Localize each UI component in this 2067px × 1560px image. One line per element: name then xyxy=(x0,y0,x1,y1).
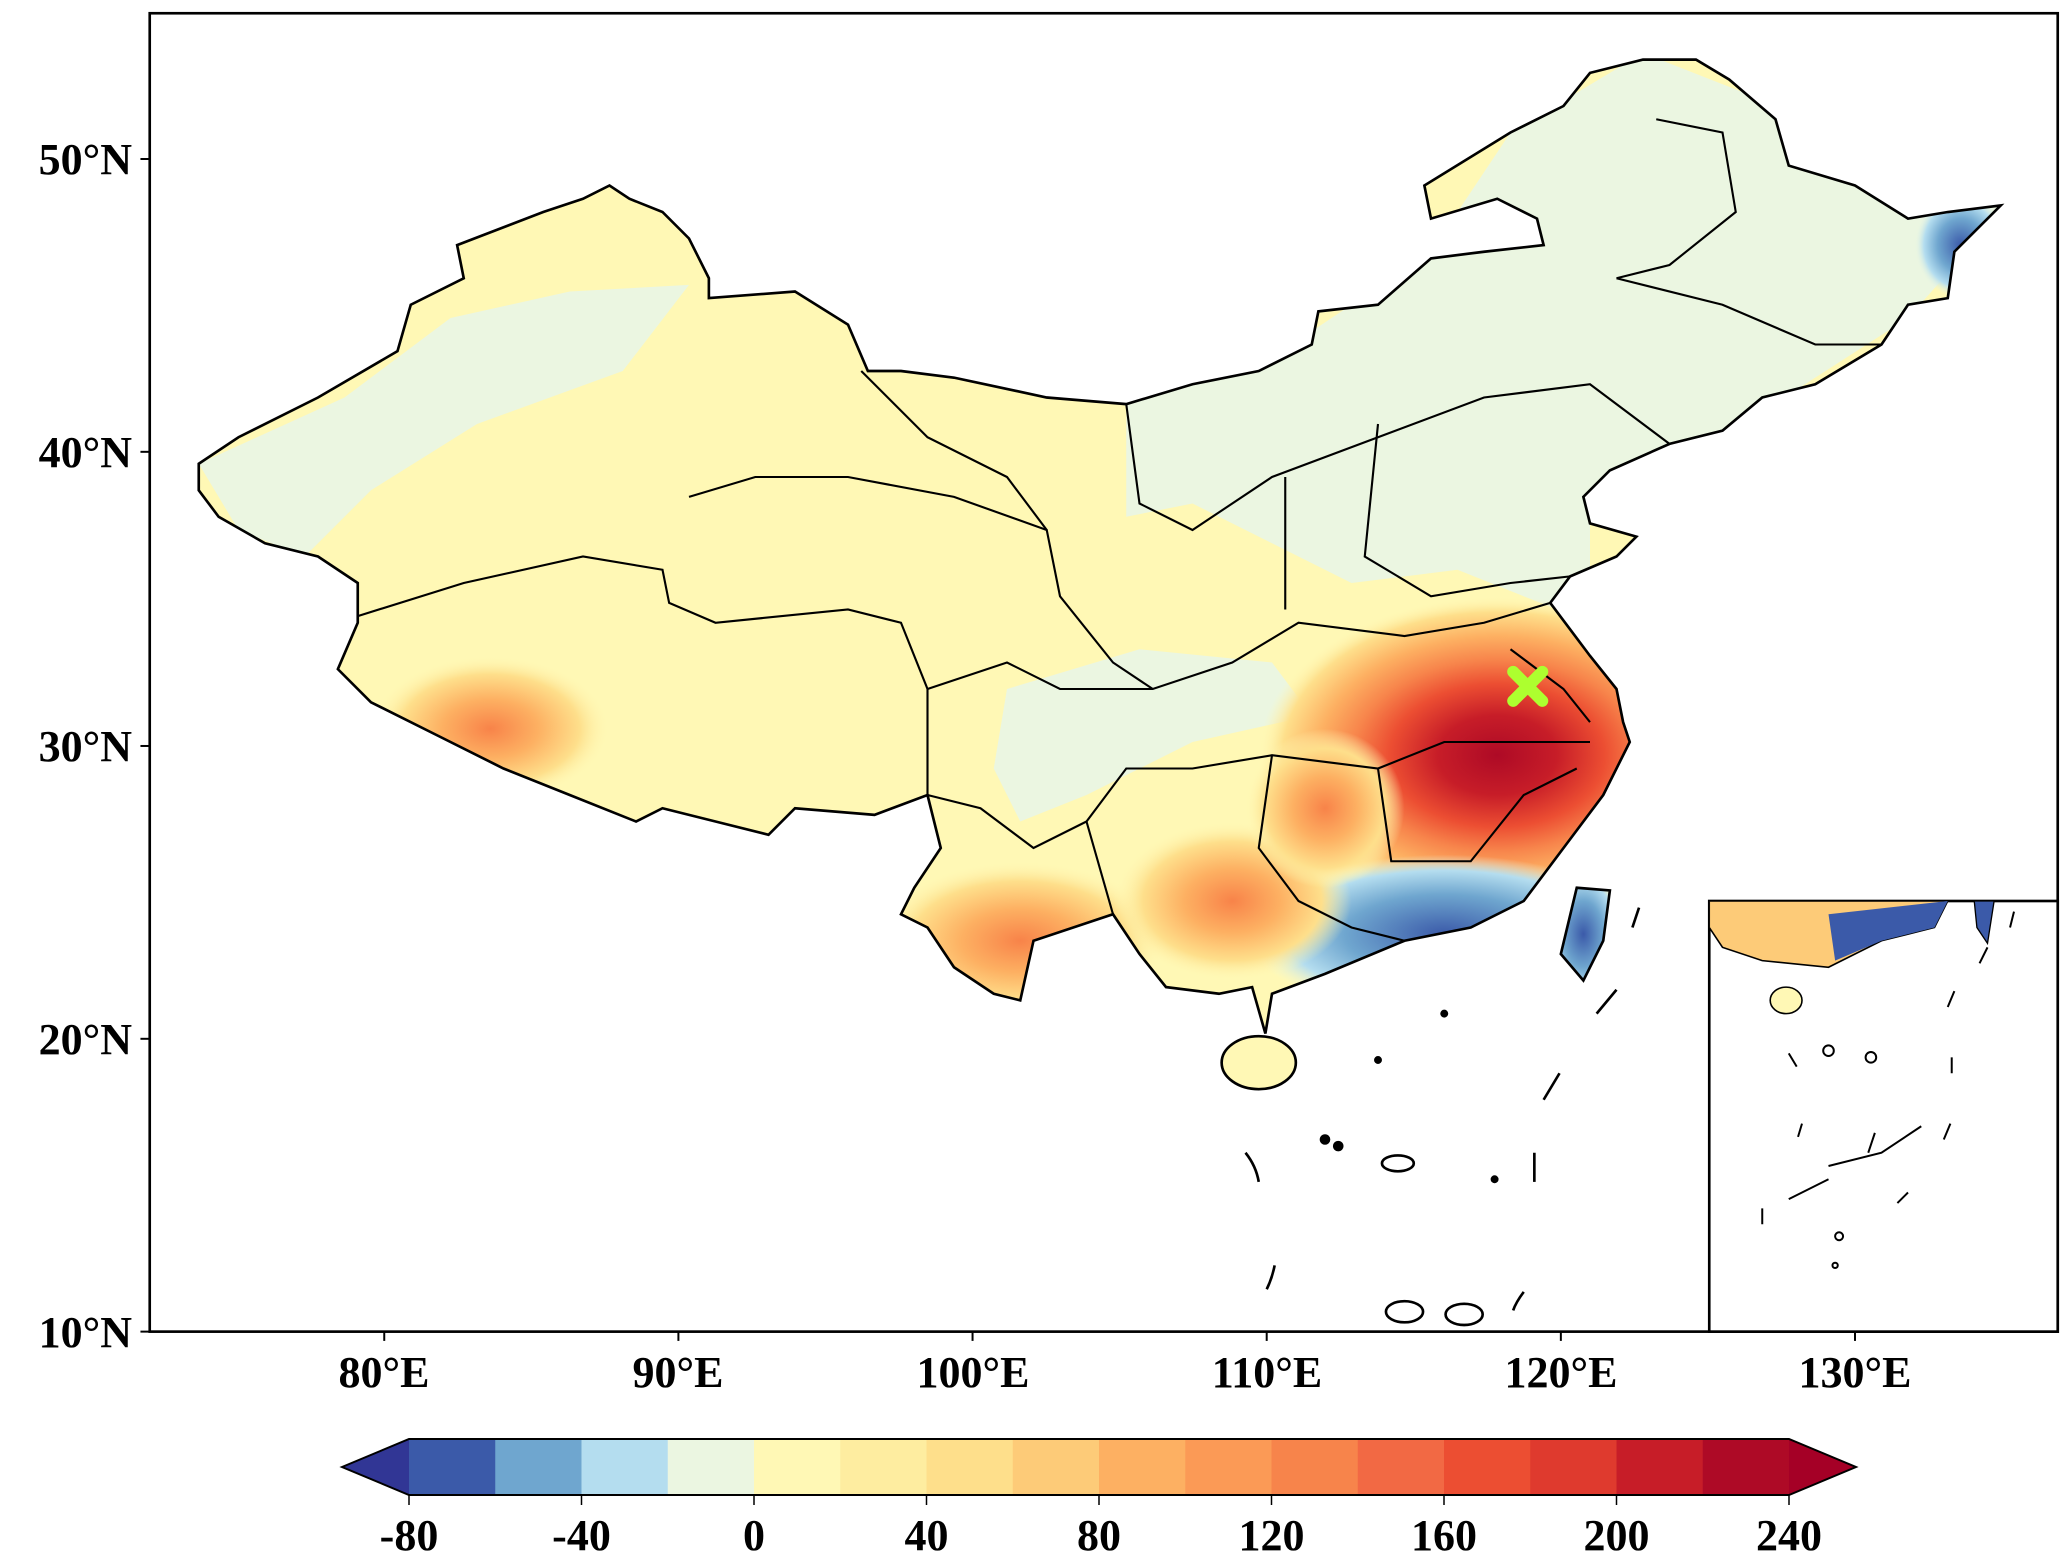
lat-label: 40°N xyxy=(39,428,133,477)
colorbar-segment xyxy=(1616,1439,1704,1495)
central-negative-region xyxy=(993,649,1312,822)
colorbar-tick-label: 40 xyxy=(905,1511,949,1560)
lat-label: 50°N xyxy=(39,135,133,184)
lon-label: 110°E xyxy=(1212,1348,1323,1397)
colorbar-tick-label: 200 xyxy=(1584,1511,1650,1560)
colorbar-segment xyxy=(1530,1439,1617,1495)
colorbar-segment xyxy=(409,1439,496,1495)
lon-label: 80°E xyxy=(339,1348,430,1397)
colorbar-segment xyxy=(1012,1439,1100,1495)
colorbar-segment xyxy=(840,1439,927,1495)
colorbar-segment xyxy=(495,1439,582,1495)
lat-label: 10°N xyxy=(39,1308,133,1357)
lon-label: 100°E xyxy=(917,1348,1030,1397)
colorbar-tick-label: 80 xyxy=(1077,1511,1121,1560)
lon-label: 120°E xyxy=(1505,1348,1618,1397)
south-china-sea-inset xyxy=(1707,899,2060,1333)
colorbar-tick-label: 0 xyxy=(743,1511,765,1560)
colorbar-segment xyxy=(1444,1439,1531,1495)
latitude-labels: 50°N 40°N 30°N 20°N 10°N xyxy=(39,135,133,1357)
colorbar-segment xyxy=(581,1439,669,1495)
lat-label: 30°N xyxy=(39,722,133,771)
colorbar-tick-label: 160 xyxy=(1411,1511,1477,1560)
lon-label: 90°E xyxy=(633,1348,724,1397)
colorbar-under-arrow xyxy=(342,1439,409,1495)
colorbar-tick-label: -40 xyxy=(552,1511,611,1560)
longitude-labels: 80°E 90°E 100°E 110°E 120°E 130°E xyxy=(339,1348,1912,1397)
colorbar-segment xyxy=(1099,1439,1186,1495)
south-china-sea-dashes xyxy=(1244,907,1641,1327)
colorbar-ticks: -80 -40 0 40 80 120 160 200 240 xyxy=(380,1495,1822,1560)
axis-ticks xyxy=(140,158,1856,1341)
colorbar-over-arrow xyxy=(1789,1439,1856,1495)
northeast-negative-region xyxy=(1126,59,2001,623)
site-marker-x xyxy=(1507,665,1549,707)
colorbar-segment xyxy=(926,1439,1014,1495)
colorbar-segment xyxy=(754,1439,841,1495)
hunan-warm-spot xyxy=(1245,728,1405,888)
colorbar-segment xyxy=(667,1439,755,1495)
colorbar: -80 -40 0 40 80 120 160 200 240 xyxy=(339,1438,1859,1560)
xinjiang-negative-region xyxy=(198,284,690,557)
lon-label: 130°E xyxy=(1799,1348,1912,1397)
colorbar-tick-label: 240 xyxy=(1756,1511,1822,1560)
province-boundaries xyxy=(357,118,1882,942)
colorbar-segment xyxy=(1702,1439,1790,1495)
colorbar-segment xyxy=(1185,1439,1272,1495)
colorbar-segment xyxy=(1357,1439,1445,1495)
colorbar-tick-label: 120 xyxy=(1239,1511,1305,1560)
colorbar-segment xyxy=(1271,1439,1359,1495)
colorbar-tick-label: -80 xyxy=(380,1511,439,1560)
lat-label: 20°N xyxy=(39,1015,133,1064)
colorbar-segments xyxy=(409,1439,1790,1495)
